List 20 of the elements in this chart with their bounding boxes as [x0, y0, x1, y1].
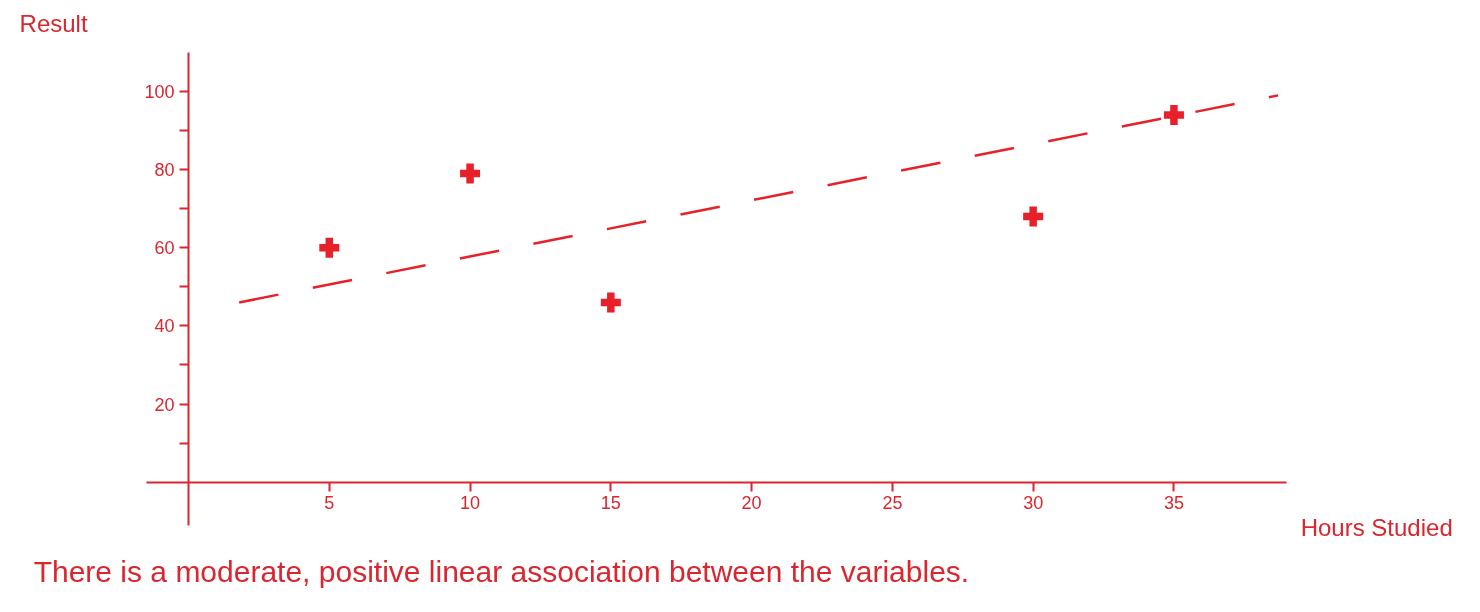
y-tick-label: 60 [154, 238, 175, 259]
y-tick-label: 100 [144, 81, 175, 102]
point [1023, 206, 1044, 227]
y-tick-label: 20 [154, 394, 175, 415]
y-tick-label: 40 [154, 316, 175, 337]
point [600, 292, 621, 313]
x-tick-label: 5 [324, 493, 335, 514]
text: There is a moderate, positive linear association between the variables. [33, 554, 970, 588]
x-tick-label: 10 [460, 493, 481, 514]
point [460, 163, 481, 184]
x-tick-label: 30 [1023, 493, 1044, 514]
point [319, 237, 340, 258]
x-tick-label: 20 [741, 493, 762, 514]
x-tick-label: 15 [600, 493, 621, 514]
x-tick-label: 25 [882, 493, 903, 514]
x-axis-title: Hours Studied [1300, 513, 1453, 541]
point [1163, 104, 1184, 125]
y-axis-title: Result [19, 9, 88, 37]
y-tick-label: 80 [154, 160, 175, 181]
x-tick-label: 35 [1163, 493, 1184, 514]
